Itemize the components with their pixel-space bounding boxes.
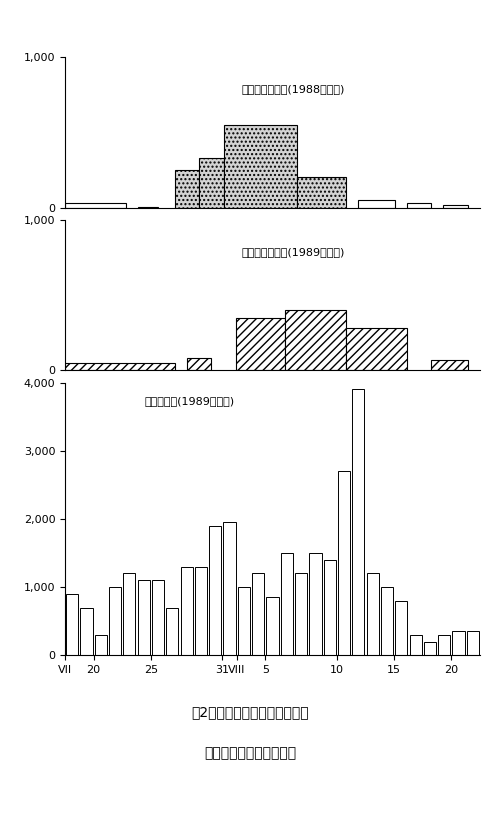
Bar	[124, 573, 136, 655]
Bar	[395, 601, 407, 655]
Bar	[224, 125, 297, 208]
Bar	[195, 567, 207, 655]
Bar	[352, 389, 364, 655]
Bar	[424, 641, 436, 655]
Bar	[152, 580, 164, 655]
Bar	[252, 573, 264, 655]
Bar	[295, 573, 307, 655]
Text: 図2　アブ捕獲数の時期的推移: 図2 アブ捕獲数の時期的推移	[191, 705, 309, 720]
Bar	[65, 203, 126, 208]
Bar	[310, 553, 322, 655]
Bar	[209, 526, 222, 655]
Bar	[410, 635, 422, 655]
Bar	[297, 177, 346, 208]
Bar	[407, 203, 431, 208]
Bar	[80, 607, 92, 655]
Bar	[358, 200, 395, 208]
Bar	[138, 580, 150, 655]
Bar	[438, 635, 450, 655]
Bar	[180, 567, 192, 655]
Text: 丹後畜試改変式(1988年調査): 丹後畜試改変式(1988年調査)	[242, 84, 345, 94]
Bar	[94, 635, 107, 655]
Bar	[109, 587, 121, 655]
Bar	[238, 587, 250, 655]
Bar	[236, 317, 284, 370]
Bar	[175, 170, 200, 208]
Bar	[284, 310, 346, 370]
Bar	[444, 204, 468, 208]
Bar	[431, 360, 468, 370]
Bar	[166, 607, 178, 655]
Bar	[66, 594, 78, 655]
Bar	[65, 363, 175, 370]
Text: （岩手県畜試外山分場）: （岩手県畜試外山分場）	[204, 746, 296, 760]
Text: 東北農試式(1989年調査): 東北農試式(1989年調査)	[144, 396, 234, 406]
Bar	[187, 358, 212, 370]
Bar	[381, 587, 393, 655]
Bar	[224, 523, 235, 655]
Bar	[200, 158, 224, 208]
Bar	[452, 632, 464, 655]
Bar	[266, 597, 278, 655]
Bar	[280, 553, 293, 655]
Bar	[366, 573, 379, 655]
Bar	[324, 560, 336, 655]
Text: 丹後畜試改変式(1989年調査): 丹後畜試改変式(1989年調査)	[242, 247, 345, 257]
Bar	[467, 632, 479, 655]
Bar	[338, 471, 350, 655]
Bar	[346, 328, 407, 370]
